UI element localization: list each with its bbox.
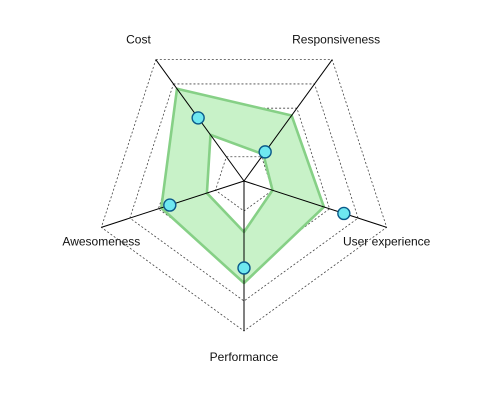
grid-ring-4 — [129, 83, 359, 302]
axis-label-layer: Cost Responsiveness User experience Perform… — [62, 33, 430, 364]
marker-layer — [163, 111, 351, 275]
axis-label-responsiveness: Responsiveness — [292, 33, 380, 47]
data-point-user-experience — [337, 206, 351, 221]
grid-ring-1 — [214, 156, 274, 212]
data-point-awesomeness — [163, 198, 177, 212]
data-point-performance — [237, 261, 251, 275]
data-point-cost — [191, 111, 205, 125]
grid-ring-5 — [100, 59, 388, 332]
area-band — [159, 87, 326, 285]
area-band-layer — [159, 87, 326, 285]
axis-line-responsiveness — [243, 59, 333, 182]
axis-label-user-experience: User experience — [343, 234, 431, 248]
axis-line-user-experience — [243, 180, 387, 228]
data-point-responsiveness — [258, 145, 272, 159]
axis-label-performance: Performance — [210, 350, 279, 364]
axis-label-cost: Cost — [126, 33, 151, 47]
axis-layer — [101, 59, 387, 331]
axis-label-awesomeness: Awesomeness — [62, 234, 140, 248]
